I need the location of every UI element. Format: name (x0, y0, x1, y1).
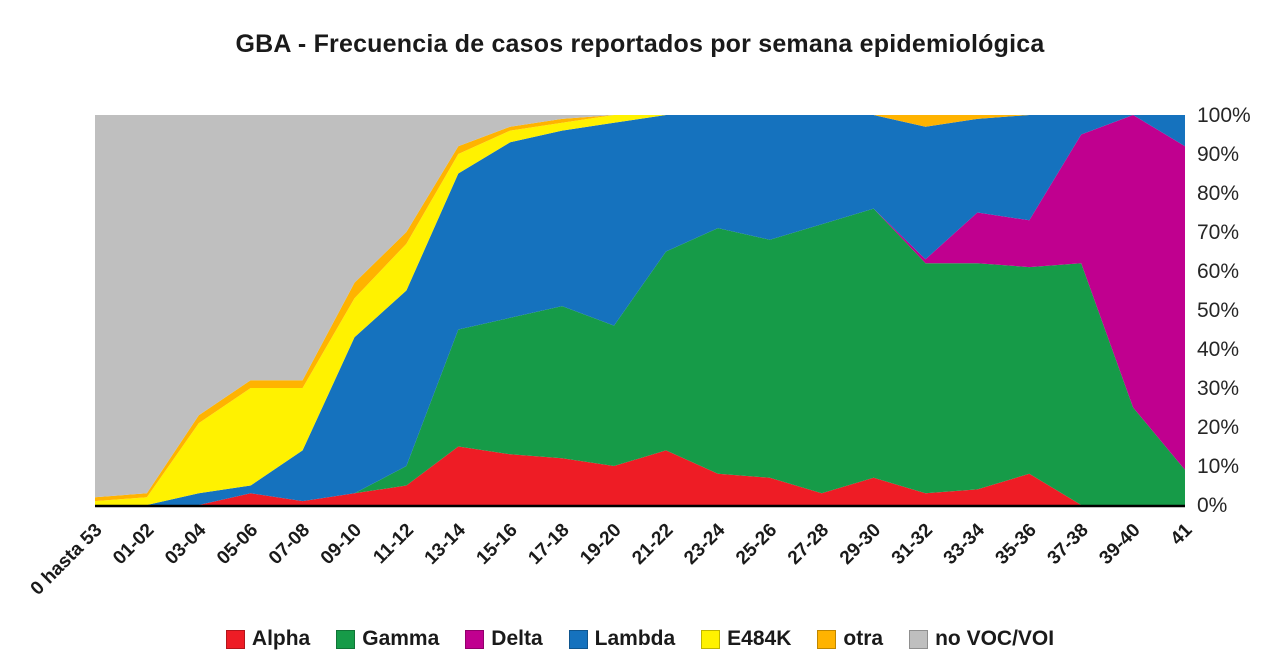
y-axis-tick-label: 70% (1197, 221, 1239, 244)
y-axis-tick-label: 60% (1197, 260, 1239, 283)
x-axis-tick-label: 31-32 (888, 520, 937, 569)
chart-title: GBA - Frecuencia de casos reportados por… (235, 30, 1045, 58)
y-axis-tick-label: 50% (1197, 299, 1239, 322)
x-axis-tick-label: 35-36 (992, 520, 1041, 569)
legend-swatch-icon (701, 629, 721, 649)
x-axis-tick-label: 23-24 (680, 519, 730, 569)
legend-label: E484K (727, 627, 792, 650)
x-axis-tick-label: 09-10 (317, 520, 366, 569)
area-series-alpha (95, 446, 1185, 505)
area-series-e484k (95, 115, 1185, 505)
x-axis-tick-label: 03-04 (161, 519, 211, 569)
legend-label: Delta (491, 627, 543, 650)
x-axis-tick-label: 27-28 (784, 520, 833, 569)
x-axis-tick-label: 11-12 (369, 520, 417, 568)
legend-item-otra: otra (817, 627, 883, 651)
legend-item-e484k: E484K (701, 627, 791, 651)
x-axis-tick-label: 37-38 (1044, 520, 1093, 569)
area-series-delta (95, 115, 1185, 505)
x-axis-tick-label: 33-34 (940, 519, 990, 569)
x-axis-tick-label: 39-40 (1095, 520, 1144, 569)
legend-label: Alpha (251, 627, 311, 650)
area-series-gamma (95, 208, 1185, 505)
x-axis-tick-label: 41 (1167, 519, 1197, 549)
legend-label: Gamma (362, 627, 440, 650)
x-axis-tick-label: 15-16 (473, 520, 522, 569)
y-axis-tick-label: 40% (1197, 338, 1239, 361)
x-axis-tick-label: 29-30 (836, 520, 885, 569)
legend-swatch-icon (568, 629, 588, 649)
legend-label: Lambda (594, 627, 676, 650)
legend-item-delta: Delta (465, 627, 543, 651)
y-axis-tick-label: 90% (1197, 143, 1239, 166)
x-axis-tick-label: 17-18 (524, 520, 573, 569)
legend-label: otra (843, 627, 884, 650)
x-axis-tick-label: 07-08 (265, 520, 314, 569)
legend-label: no VOC/VOI (935, 627, 1055, 650)
y-axis-tick-label: 10% (1197, 455, 1239, 478)
y-axis-tick-label: 30% (1197, 377, 1239, 400)
y-axis-tick-label: 20% (1197, 416, 1239, 439)
x-axis-tick-label: 0 hasta 53 (27, 520, 107, 600)
legend-swatch-icon (225, 629, 245, 649)
x-axis-tick-label: 21-22 (628, 520, 677, 569)
x-axis-tick-label: 19-20 (576, 520, 625, 569)
chart-legend: Alpha Gamma Delta Lambda E484K otra no VOC/VOI (0, 627, 1280, 651)
legend-item-gamma: Gamma (336, 627, 439, 651)
area-series-lambda (95, 115, 1185, 505)
legend-swatch-icon (817, 629, 837, 649)
legend-swatch-icon (909, 629, 929, 649)
x-axis-tick-label: 13-14 (421, 519, 471, 569)
x-axis-tick-label: 01-02 (109, 520, 158, 569)
legend-swatch-icon (336, 629, 356, 649)
y-axis-tick-label: 80% (1197, 182, 1239, 205)
legend-swatch-icon (465, 629, 485, 649)
legend-item-no-voc-voi: no VOC/VOI (909, 627, 1054, 651)
y-axis-tick-label: 0% (1197, 494, 1227, 517)
y-axis-tick-label: 100% (1197, 104, 1251, 127)
legend-item-lambda: Lambda (568, 627, 676, 651)
x-axis-tick-label: 25-26 (732, 520, 781, 569)
legend-item-alpha: Alpha (225, 627, 311, 651)
x-axis-tick-label: 05-06 (213, 520, 262, 569)
area-series-no-voc-voi (95, 115, 1185, 498)
